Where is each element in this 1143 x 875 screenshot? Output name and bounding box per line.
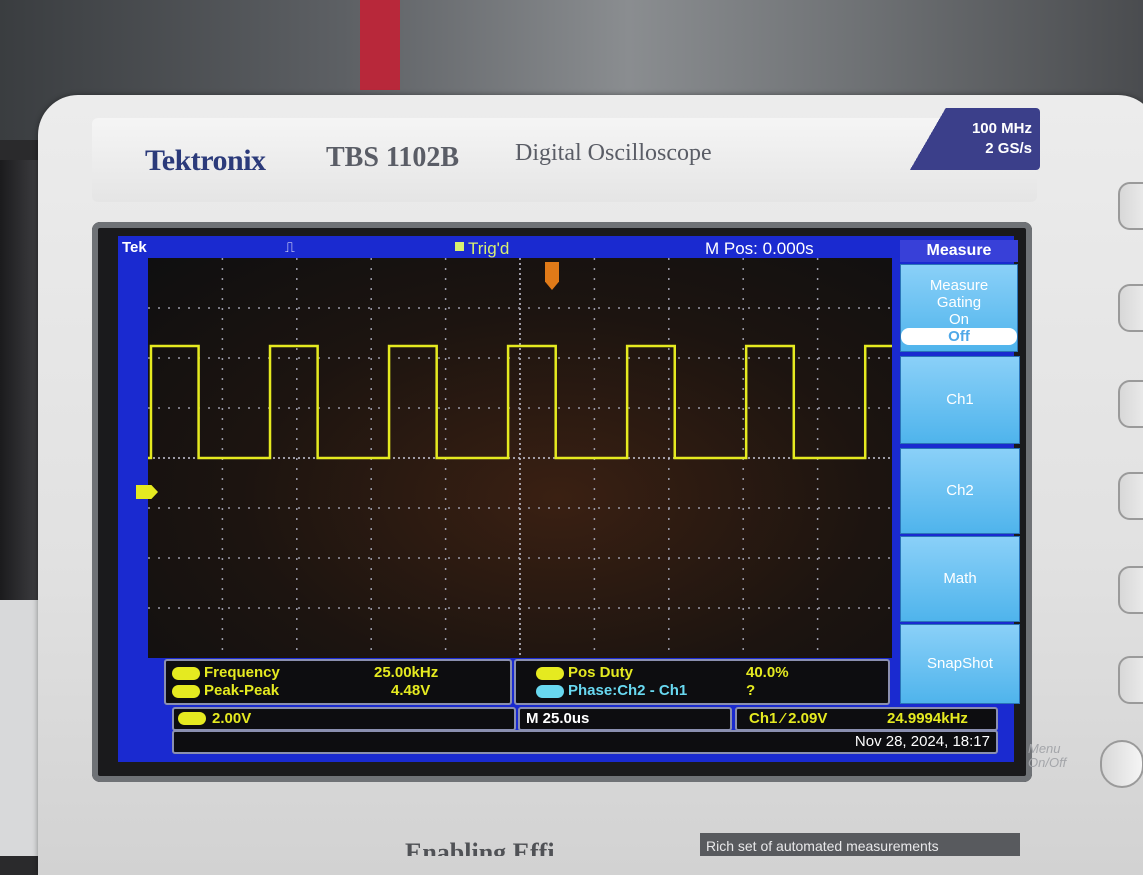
model-name: TBS 1102B [326, 142, 460, 173]
phase-measurement: Phase:Ch2 - Ch1 [536, 682, 687, 700]
side-button-1[interactable] [1118, 284, 1143, 332]
menu-title: Measure [900, 240, 1018, 262]
gating-label-2: Gating [936, 294, 982, 311]
ch1-button[interactable]: Ch1 [900, 356, 1020, 444]
trigger-state: Trig'd [468, 239, 510, 258]
measure-menu: Measure Measure Gating On Off Ch1 Ch2 Ma… [896, 236, 1024, 706]
math-button[interactable]: Math [900, 536, 1020, 622]
bandwidth-label: 100 MHz [971, 120, 1032, 137]
ch1-scale-box: 2.00V [172, 707, 516, 731]
side-button-5[interactable] [1118, 656, 1143, 704]
phase-label: Phase:Ch2 - Ch1 [568, 682, 688, 699]
gating-off-label: Off [901, 328, 1017, 345]
background-red-component [360, 0, 400, 90]
trigger-status-icon [455, 242, 464, 251]
ch1-waveform [148, 344, 892, 460]
gating-on-label: On [948, 311, 969, 328]
waveform-plot [148, 258, 892, 658]
ch2-button[interactable]: Ch2 [900, 448, 1020, 534]
peak-peak-value: 4.48V [391, 682, 431, 699]
trigger-position-marker [545, 262, 559, 290]
timebase: M 25.0us [526, 710, 590, 727]
frequency-label: Frequency [204, 664, 280, 681]
horizontal-position: M Pos: 0.000s [705, 239, 814, 258]
datetime-bar: Nov 28, 2024, 18:17 [172, 730, 998, 754]
peak-peak-measurement: Peak-Peak [172, 682, 279, 700]
side-button-top[interactable] [1118, 182, 1143, 230]
side-button-2[interactable] [1118, 380, 1143, 428]
footer-logo: Enabling Effi [405, 838, 555, 856]
footer-caption-box [700, 833, 1020, 856]
menu-on-off-label-2: On/Off [1028, 755, 1067, 770]
status-bar: Tek ⎍ Trig'd M Pos: 0.000s [120, 238, 895, 258]
side-button-3[interactable] [1118, 472, 1143, 520]
gating-label-1: Measure [929, 277, 989, 294]
phase-value: ? [746, 682, 756, 699]
measure-gating-button[interactable]: Measure Gating On Off [900, 264, 1018, 352]
gating-toggle: On Off [901, 311, 1017, 345]
measurement-panel-right: Pos Duty 40.0% Phase:Ch2 - Ch1 ? [514, 659, 890, 705]
snapshot-button[interactable]: SnapShot [900, 624, 1020, 704]
tek-label: Tek [122, 239, 147, 256]
ch1-badge-icon [536, 666, 564, 680]
ch1-badge-icon [172, 666, 200, 680]
menu-on-off-button[interactable] [1100, 740, 1143, 788]
duty-value: 40.0% [746, 664, 789, 681]
ch2-badge-icon [536, 684, 564, 698]
trigger-level: Ch1 ⁄ 2.09V [749, 710, 828, 727]
ch1-badge-icon [178, 712, 206, 725]
spec-badge: 100 MHz 2 GS/s [890, 108, 1040, 170]
trigger-frequency: 24.9994kHz [887, 710, 968, 727]
timebase-box: M 25.0us [518, 707, 732, 731]
waveform-svg [148, 258, 892, 658]
measurement-panel-left: Frequency 25.00kHz Peak-Peak 4.48V [164, 659, 512, 705]
footer-caption: Rich set of automated measurements [706, 838, 939, 854]
menu-on-off-label-1: Menu [1028, 741, 1061, 756]
ch1-scale: 2.00V [212, 710, 252, 727]
duty-measurement: Pos Duty [536, 664, 633, 682]
ch1-badge-icon [172, 684, 200, 698]
ch1-ground-marker [136, 485, 158, 499]
trigger-edge-icon: ⎍ [285, 239, 295, 255]
menu-on-off-label: Menu On/Off [1028, 742, 1066, 770]
device-description: Digital Oscilloscope [515, 140, 712, 166]
brand-logo: Tektronix [145, 144, 266, 177]
side-button-4[interactable] [1118, 566, 1143, 614]
frequency-value: 25.00kHz [374, 664, 439, 681]
trigger-info-box: Ch1 ⁄ 2.09V 24.9994kHz [735, 707, 998, 731]
sample-rate-label: 2 GS/s [985, 140, 1032, 157]
duty-label: Pos Duty [568, 664, 634, 681]
brand-strip [92, 118, 1037, 202]
frequency-measurement: Frequency [172, 664, 280, 682]
peak-peak-label: Peak-Peak [204, 682, 280, 699]
datetime: Nov 28, 2024, 18:17 [854, 733, 990, 750]
